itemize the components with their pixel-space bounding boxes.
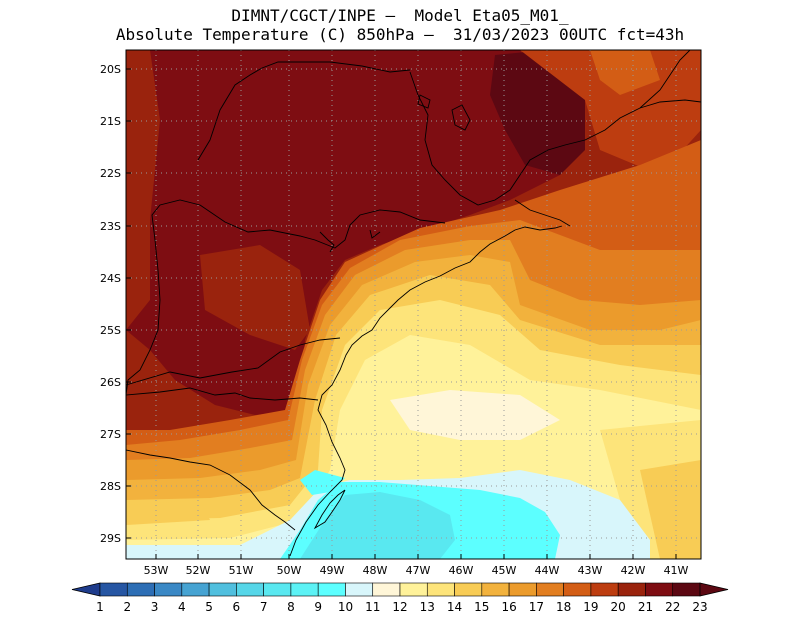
colorbar-swatch	[617, 582, 646, 597]
reservoir-2	[417, 94, 431, 109]
colorbar: 1 2 3 4 5 6 7 8 9 10 11 12 13 14 15 16 17 18 19 20 21 22 23	[71, 582, 729, 614]
colorbar-swatch	[317, 582, 346, 597]
lagoa-dos-patos	[313, 489, 346, 530]
colorbar-swatch	[345, 582, 374, 597]
lon-label: 43W	[578, 564, 603, 577]
colorbar-label: 16	[501, 600, 516, 614]
river-2	[369, 229, 381, 239]
coastline	[289, 225, 563, 557]
lon-label: 52W	[186, 564, 211, 577]
colorbar-swatch	[645, 582, 674, 597]
graticule	[126, 50, 701, 559]
lat-label: 24S	[100, 272, 121, 285]
colorbar-label: 23	[692, 600, 707, 614]
lat-label: 28S	[100, 480, 121, 493]
lon-label: 46W	[449, 564, 474, 577]
colorbar-label: 22	[665, 600, 680, 614]
lon-label: 41W	[664, 564, 689, 577]
state-border-rs-sc	[126, 387, 319, 401]
colorbar-swatch	[263, 582, 292, 597]
lat-label: 22S	[100, 167, 121, 180]
colorbar-swatch	[99, 582, 128, 597]
colorbar-swatch	[372, 582, 401, 597]
state-border-pr-sp	[199, 204, 446, 249]
colorbar-max-arrow	[699, 582, 729, 597]
colorbar-label: 10	[338, 600, 353, 614]
lat-label: 23S	[100, 220, 121, 233]
colorbar-label: 18	[556, 600, 571, 614]
state-border-sp-mg	[409, 71, 701, 206]
colorbar-label: 2	[123, 600, 131, 614]
colorbar-label: 13	[420, 600, 435, 614]
colorbar-label: 5	[205, 600, 213, 614]
colorbar-swatch	[208, 582, 237, 597]
colorbar-label: 20	[611, 600, 626, 614]
uruguay-border	[126, 449, 296, 531]
colorbar-label: 11	[365, 600, 380, 614]
map-title-line-2: Absolute Temperature (C) 850hPa — 31/03/…	[115, 25, 685, 44]
colorbar-swatch	[236, 582, 264, 597]
colorbar-swatch	[672, 582, 701, 597]
lon-label: 44W	[535, 564, 560, 577]
lat-label: 21S	[100, 115, 121, 128]
colorbar-label: 15	[474, 600, 489, 614]
lon-label: 48W	[363, 564, 388, 577]
lat-label: 26S	[100, 376, 121, 389]
map-frame	[125, 49, 702, 560]
colorbar-swatch	[181, 582, 210, 597]
temperature-field	[126, 50, 701, 559]
lon-label: 53W	[144, 564, 169, 577]
lon-label: 49W	[320, 564, 345, 577]
state-border-mg-rj	[514, 199, 571, 227]
state-border-mg-es	[639, 50, 691, 109]
lon-label: 50W	[277, 564, 302, 577]
colorbar-label: 17	[529, 600, 544, 614]
colorbar-swatch	[454, 582, 483, 597]
lon-label: 51W	[229, 564, 254, 577]
coastline-and-borders	[126, 50, 701, 557]
colorbar-label: 12	[392, 600, 407, 614]
colorbar-label: 19	[583, 600, 598, 614]
lat-label: 25S	[100, 324, 121, 337]
colorbar-swatch	[590, 582, 619, 597]
colorbar-swatch	[536, 582, 564, 597]
latitude-axis: 20S 21S 22S 23S 24S 25S 26S 27S 28S 29S	[100, 63, 131, 545]
lon-label: 45W	[492, 564, 517, 577]
colorbar-swatch	[399, 582, 428, 597]
lon-label: 42W	[621, 564, 646, 577]
colorbar-label: 4	[178, 600, 186, 614]
state-border-ms-sp	[197, 61, 411, 161]
longitude-axis: 53W 52W 51W 50W 49W 48W 47W 46W 45W 44W 43W 42W 41W	[144, 554, 689, 577]
country-border-west	[126, 199, 201, 396]
lat-label: 27S	[100, 428, 121, 441]
colorbar-label: 21	[638, 600, 653, 614]
colorbar-label: 6	[233, 600, 241, 614]
colorbar-label: 1	[96, 600, 104, 614]
reservoir-1	[451, 104, 471, 131]
colorbar-label: 14	[447, 600, 462, 614]
lat-label: 20S	[100, 63, 121, 76]
map-title-line-1: DIMNT/CGCT/INPE — Model Eta05_M01_	[231, 6, 569, 25]
colorbar-swatch	[290, 582, 319, 597]
colorbar-swatch	[154, 582, 183, 597]
state-border-sc-pr	[126, 337, 341, 386]
lon-label: 47W	[406, 564, 431, 577]
colorbar-label: 7	[260, 600, 268, 614]
colorbar-swatch	[426, 582, 455, 597]
colorbar-label: 9	[314, 600, 322, 614]
colorbar-swatch	[563, 582, 592, 597]
colorbar-swatch	[481, 582, 510, 597]
lat-label: 29S	[100, 532, 121, 545]
colorbar-swatch	[126, 582, 155, 597]
colorbar-label: 3	[151, 600, 159, 614]
colorbar-label: 8	[287, 600, 295, 614]
river-1	[319, 231, 335, 253]
colorbar-min-arrow	[71, 582, 101, 597]
colorbar-swatch	[508, 582, 537, 597]
